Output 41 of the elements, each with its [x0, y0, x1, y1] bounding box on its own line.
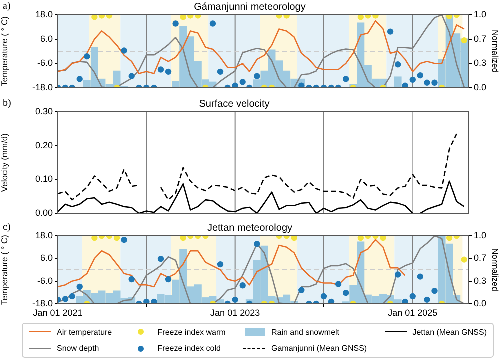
text: a) — [3, 1, 11, 12]
y-tick-label: 0.20 — [35, 140, 53, 150]
y-tick-label: -6.0 — [37, 58, 53, 68]
legend-label: Rain and snowmelt — [271, 328, 340, 337]
x-tick-label: Jan 01 2021 — [33, 308, 83, 318]
y2-tick-label: 0.0 — [474, 82, 487, 92]
y2-tick-label: 0.3 — [474, 276, 487, 286]
text: c) — [3, 222, 11, 233]
text: b) — [3, 98, 12, 109]
chart-title: Gámanjunni meteorology — [194, 2, 306, 13]
y-axis-title: Temperature ( ° C) — [0, 16, 10, 87]
x-tick-label: Jan 01 2025 — [388, 308, 438, 318]
y2-axis-title: Normalized — [490, 30, 500, 74]
y-tick-label: 0.30 — [35, 106, 53, 116]
chart-title: Surface velocity — [199, 98, 270, 110]
y-axis-title: Temperature ( ° C) — [0, 234, 10, 306]
chart-title: Jettan meteorology — [207, 222, 293, 234]
y-tick-label: -18.0 — [32, 298, 53, 308]
y-tick-label: 0.10 — [35, 174, 53, 184]
y2-tick-label: 0.7 — [474, 253, 487, 264]
legend-label: Freeze index warm — [158, 328, 226, 337]
y2-tick-label: 0.7 — [474, 34, 487, 44]
x-tick-label: Jan 01 2023 — [210, 308, 260, 318]
y-tick-label: 18.0 — [35, 230, 53, 240]
y-tick-label: -18.0 — [32, 82, 53, 92]
y2-tick-label: 1.0 — [474, 9, 487, 20]
legend-label: Gamanjunni (Mean GNSS) — [271, 344, 368, 354]
y2-tick-label: 1.0 — [474, 230, 487, 240]
y-axis-title: Velocity (mm/d) — [0, 133, 10, 192]
y-tick-label: 6.0 — [40, 34, 53, 44]
y2-axis-title: Normalized — [490, 248, 500, 292]
legend-label: Snow depth — [57, 344, 100, 354]
y-tick-label: 6.0 — [40, 253, 53, 264]
y-tick-label: 0.00 — [35, 208, 53, 218]
legend-label: Air temperature — [57, 328, 112, 337]
y-tick-label: -6.0 — [37, 276, 53, 286]
y2-tick-label: 0.0 — [474, 298, 487, 308]
y-tick-label: 18.0 — [35, 9, 53, 20]
legend-label: Jettan (Mean GNSS) — [412, 328, 487, 337]
legend-label: Freeze index cold — [158, 344, 221, 354]
y2-tick-label: 0.3 — [474, 58, 487, 68]
